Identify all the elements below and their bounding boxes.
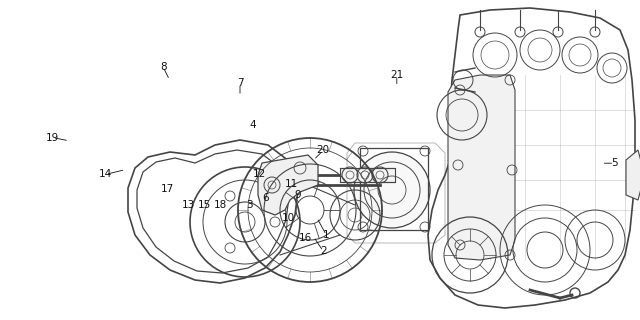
Text: 8: 8 — [160, 62, 166, 72]
Circle shape — [354, 152, 430, 228]
Text: 10: 10 — [282, 212, 294, 223]
Text: 21: 21 — [390, 70, 403, 80]
Text: 13: 13 — [182, 200, 195, 210]
Text: 17: 17 — [161, 184, 174, 194]
Text: 2: 2 — [320, 246, 326, 256]
FancyBboxPatch shape — [340, 168, 395, 182]
Polygon shape — [626, 150, 640, 200]
Polygon shape — [448, 75, 515, 260]
Text: 3: 3 — [246, 200, 253, 210]
Text: 16: 16 — [300, 233, 312, 244]
Polygon shape — [258, 155, 318, 215]
Text: 15: 15 — [198, 200, 211, 210]
Text: 9: 9 — [294, 190, 301, 200]
Text: 18: 18 — [214, 200, 227, 210]
Text: 5: 5 — [611, 158, 618, 168]
Text: 12: 12 — [253, 169, 266, 180]
Text: 19: 19 — [46, 132, 59, 143]
Text: 14: 14 — [99, 169, 112, 180]
Text: 7: 7 — [237, 78, 243, 88]
Text: 6: 6 — [262, 193, 269, 204]
Text: 11: 11 — [285, 179, 298, 189]
Text: 4: 4 — [250, 120, 256, 130]
Text: 1: 1 — [323, 230, 330, 240]
Text: 20: 20 — [317, 145, 330, 156]
